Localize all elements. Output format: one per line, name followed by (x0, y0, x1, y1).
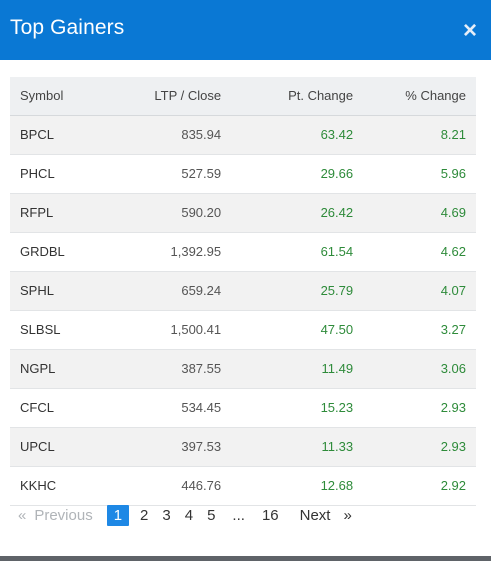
next-page-link[interactable]: Next (299, 507, 331, 524)
cell-ltp: 835.94 (108, 115, 232, 155)
cell-ltp: 659.24 (108, 271, 232, 311)
pagination: « Previous 1 2 3 4 5 ... 16 Next » (18, 505, 359, 526)
cell-pct-change: 2.93 (363, 388, 476, 428)
header-pt-change: Pt. Change (231, 77, 364, 116)
cell-pct-change: 3.27 (363, 310, 476, 350)
header-pct-change: % Change (363, 77, 476, 116)
cell-symbol: NGPL (10, 349, 109, 389)
next-arrow-icon[interactable]: » (343, 507, 352, 524)
cell-pt-change: 47.50 (231, 310, 364, 350)
table-row: RFPL 590.20 26.42 4.69 (10, 193, 476, 233)
cell-symbol: PHCL (10, 154, 109, 194)
cell-ltp: 446.76 (108, 466, 232, 506)
page-link-4[interactable]: 4 (184, 507, 194, 524)
cell-pt-change: 15.23 (231, 388, 364, 428)
cell-pct-change: 8.21 (363, 115, 476, 155)
cell-ltp: 1,392.95 (108, 232, 232, 272)
table-row: KKHC 446.76 12.68 2.92 (10, 466, 476, 506)
table-row: NGPL 387.55 11.49 3.06 (10, 349, 476, 389)
cell-symbol: SPHL (10, 271, 109, 311)
cell-symbol: KKHC (10, 466, 109, 506)
page-link-16[interactable]: 16 (261, 507, 279, 524)
cell-ltp: 397.53 (108, 427, 232, 467)
cell-ltp: 1,500.41 (108, 310, 232, 350)
cell-pt-change: 11.49 (231, 349, 364, 389)
prev-arrow-icon: « (18, 507, 27, 524)
cell-pct-change: 2.93 (363, 427, 476, 467)
cell-pct-change: 5.96 (363, 154, 476, 194)
cell-symbol: BPCL (10, 115, 109, 155)
previous-page-link: Previous (34, 507, 93, 524)
table-row: SLBSL 1,500.41 47.50 3.27 (10, 310, 476, 350)
table-header-row: Symbol LTP / Close Pt. Change % Change (10, 77, 476, 116)
pagination-ellipsis: ... (232, 507, 245, 524)
gainers-table: Symbol LTP / Close Pt. Change % Change B… (10, 77, 476, 506)
cell-pct-change: 3.06 (363, 349, 476, 389)
table-row: PHCL 527.59 29.66 5.96 (10, 154, 476, 194)
cell-pt-change: 61.54 (231, 232, 364, 272)
cell-pt-change: 26.42 (231, 193, 364, 233)
cell-pct-change: 4.62 (363, 232, 476, 272)
modal-header: Top Gainers × (0, 0, 491, 60)
close-icon[interactable]: × (462, 17, 477, 44)
cell-pct-change: 4.07 (363, 271, 476, 311)
cell-symbol: UPCL (10, 427, 109, 467)
cell-pt-change: 11.33 (231, 427, 364, 467)
gainers-table-container: Symbol LTP / Close Pt. Change % Change B… (10, 77, 476, 506)
header-ltp-close: LTP / Close (108, 77, 232, 116)
modal-title: Top Gainers (10, 16, 125, 39)
table-row: BPCL 835.94 63.42 8.21 (10, 115, 476, 155)
page-link-1[interactable]: 1 (106, 505, 130, 526)
cell-symbol: RFPL (10, 193, 109, 233)
cell-ltp: 590.20 (108, 193, 232, 233)
cell-ltp: 387.55 (108, 349, 232, 389)
cell-ltp: 527.59 (108, 154, 232, 194)
cell-pt-change: 25.79 (231, 271, 364, 311)
page-link-2[interactable]: 2 (140, 507, 149, 524)
table-row: UPCL 397.53 11.33 2.93 (10, 427, 476, 467)
page-link-5[interactable]: 5 (207, 507, 216, 524)
cell-pct-change: 2.92 (363, 466, 476, 506)
table-row: GRDBL 1,392.95 61.54 4.62 (10, 232, 476, 272)
table-row: CFCL 534.45 15.23 2.93 (10, 388, 476, 428)
backdrop-strip (0, 556, 491, 561)
table-row: SPHL 659.24 25.79 4.07 (10, 271, 476, 311)
cell-symbol: SLBSL (10, 310, 109, 350)
cell-symbol: GRDBL (10, 232, 109, 272)
cell-ltp: 534.45 (108, 388, 232, 428)
page-link-3[interactable]: 3 (162, 507, 171, 524)
cell-pt-change: 63.42 (231, 115, 364, 155)
cell-pt-change: 29.66 (231, 154, 364, 194)
cell-pt-change: 12.68 (231, 466, 364, 506)
header-symbol: Symbol (10, 77, 109, 116)
cell-pct-change: 4.69 (363, 193, 476, 233)
cell-symbol: CFCL (10, 388, 109, 428)
